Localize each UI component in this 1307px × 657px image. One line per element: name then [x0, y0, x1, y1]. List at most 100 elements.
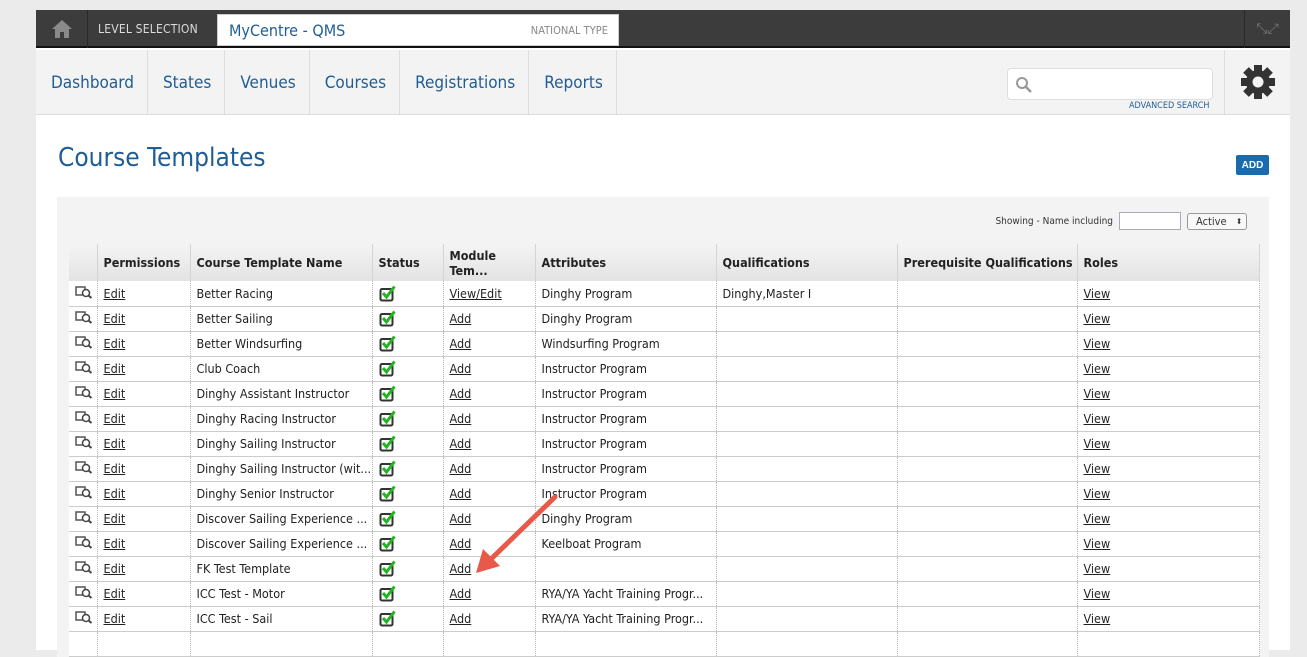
view-details-icon[interactable]: [75, 460, 93, 474]
permissions-edit-link[interactable]: Edit: [103, 285, 126, 301]
roles-view-link[interactable]: View: [1083, 311, 1111, 326]
gear-icon[interactable]: [1224, 50, 1290, 114]
view-details-icon[interactable]: [75, 310, 93, 324]
template-name-cell: ICC Test - Motor: [190, 581, 373, 607]
view-details-icon[interactable]: [75, 610, 93, 624]
table-row: Edit Dinghy Sailing Instructor Add Instruct…: [69, 431, 1260, 457]
column-header[interactable]: Prerequisite Qualifications: [897, 244, 1078, 281]
roles-view-link[interactable]: View: [1083, 361, 1111, 376]
view-details-icon[interactable]: [75, 285, 93, 299]
level-selection[interactable]: LEVEL SELECTION: [98, 22, 198, 36]
roles-view-link[interactable]: View: [1083, 586, 1111, 601]
view-details-icon[interactable]: [75, 385, 93, 399]
roles-view-link[interactable]: View: [1083, 536, 1111, 551]
nav-states[interactable]: States: [148, 50, 226, 114]
roles-view-link[interactable]: View: [1083, 461, 1111, 476]
permissions-edit-link[interactable]: Edit: [103, 361, 126, 376]
roles-view-link[interactable]: View: [1083, 486, 1111, 501]
module-template-link[interactable]: Add: [449, 361, 472, 376]
view-details-icon[interactable]: [75, 435, 93, 449]
permissions-edit-link[interactable]: Edit: [103, 411, 126, 426]
centre-selector[interactable]: MyCentre - QMS NATIONAL TYPE: [217, 14, 619, 46]
nav-courses[interactable]: Courses: [310, 50, 401, 114]
permissions-edit-cell: Edit: [97, 331, 191, 357]
column-header[interactable]: Status: [372, 244, 444, 281]
module-template-link[interactable]: Add: [449, 511, 472, 526]
name-filter-input[interactable]: [1119, 212, 1181, 230]
module-template-link[interactable]: Add: [449, 561, 472, 576]
view-details-icon[interactable]: [75, 360, 93, 374]
nav-registrations[interactable]: Registrations: [400, 50, 530, 114]
view-details-icon[interactable]: [75, 535, 93, 549]
module-template-link[interactable]: Add: [449, 386, 472, 401]
column-header[interactable]: Qualifications: [716, 244, 898, 281]
module-template-link[interactable]: View/Edit: [449, 285, 502, 301]
nav-dashboard[interactable]: Dashboard: [36, 50, 148, 114]
prerequisite-qualifications-cell: [897, 481, 1078, 507]
module-template-link[interactable]: Add: [449, 486, 472, 501]
qualifications-cell: [716, 306, 898, 332]
roles-view-link[interactable]: View: [1083, 285, 1111, 301]
status-check-icon: [379, 535, 396, 552]
module-template-link[interactable]: Add: [449, 436, 472, 451]
template-name-cell: Better Windsurfing: [190, 331, 373, 357]
row-icon-cell: [69, 506, 98, 532]
column-header[interactable]: Module Tem...: [443, 244, 536, 281]
column-header[interactable]: [69, 244, 98, 281]
permissions-edit-link[interactable]: Edit: [103, 536, 126, 551]
status-cell: [372, 356, 444, 382]
permissions-edit-link[interactable]: Edit: [103, 461, 126, 476]
permissions-edit-link[interactable]: Edit: [103, 611, 126, 626]
nav-reports[interactable]: Reports: [529, 50, 617, 114]
module-template-cell: Add: [443, 406, 536, 432]
permissions-edit-link[interactable]: Edit: [103, 386, 126, 401]
module-template-cell: View/Edit: [443, 281, 536, 307]
roles-view-link[interactable]: View: [1083, 436, 1111, 451]
search-input[interactable]: [1007, 68, 1213, 100]
row-icon-cell: [69, 456, 98, 482]
template-name-cell: FK Test Template: [190, 556, 373, 582]
permissions-edit-link[interactable]: Edit: [103, 311, 126, 326]
module-template-link[interactable]: Add: [449, 586, 472, 601]
roles-view-link[interactable]: View: [1083, 411, 1111, 426]
view-details-icon[interactable]: [75, 335, 93, 349]
fullscreen-icon[interactable]: ⤡⤢: [1244, 10, 1290, 48]
module-template-link[interactable]: Add: [449, 336, 472, 351]
view-details-icon[interactable]: [75, 560, 93, 574]
roles-view-link[interactable]: View: [1083, 561, 1111, 576]
module-template-link[interactable]: Add: [449, 461, 472, 476]
roles-view-link[interactable]: View: [1083, 611, 1111, 626]
module-template-link[interactable]: Add: [449, 411, 472, 426]
row-icon-cell: [69, 481, 98, 507]
roles-view-link[interactable]: View: [1083, 336, 1111, 351]
permissions-edit-link[interactable]: Edit: [103, 336, 126, 351]
module-template-link[interactable]: Add: [449, 611, 472, 626]
permissions-edit-link[interactable]: Edit: [103, 586, 126, 601]
permissions-edit-link[interactable]: Edit: [103, 486, 126, 501]
view-details-icon[interactable]: [75, 410, 93, 424]
module-template-link[interactable]: Add: [449, 536, 472, 551]
view-details-icon[interactable]: [75, 585, 93, 599]
roles-view-cell: View: [1077, 506, 1260, 532]
view-details-icon[interactable]: [75, 510, 93, 524]
add-button[interactable]: ADD: [1236, 155, 1269, 175]
advanced-search-link[interactable]: ADVANCED SEARCH: [1129, 101, 1210, 111]
module-template-link[interactable]: Add: [449, 311, 472, 326]
roles-view-link[interactable]: View: [1083, 511, 1111, 526]
home-icon[interactable]: [36, 10, 88, 48]
permissions-edit-link[interactable]: Edit: [103, 561, 126, 576]
permissions-edit-link[interactable]: Edit: [103, 436, 126, 451]
qualifications-cell: [716, 581, 898, 607]
roles-view-cell: View: [1077, 606, 1260, 632]
column-header[interactable]: Attributes: [535, 244, 717, 281]
qualifications-cell: [716, 556, 898, 582]
status-check-icon: [379, 310, 396, 327]
column-header[interactable]: Course Template Name: [190, 244, 373, 281]
column-header[interactable]: Roles: [1077, 244, 1260, 281]
column-header[interactable]: Permissions: [97, 244, 191, 281]
view-details-icon[interactable]: [75, 485, 93, 499]
status-select[interactable]: Active ⬍: [1187, 212, 1247, 230]
permissions-edit-link[interactable]: Edit: [103, 511, 126, 526]
roles-view-link[interactable]: View: [1083, 386, 1111, 401]
nav-venues[interactable]: Venues: [225, 50, 310, 114]
